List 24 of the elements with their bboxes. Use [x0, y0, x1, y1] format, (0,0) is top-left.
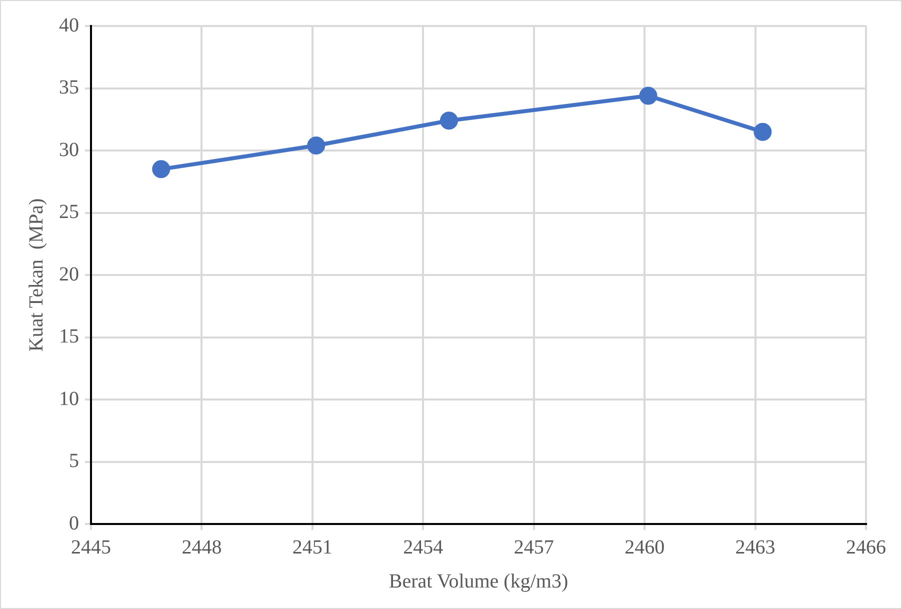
y-tick-label: 35	[59, 76, 79, 98]
x-tick-label: 2460	[624, 536, 665, 558]
y-axis-title: Kuat Tekan (MPa)	[25, 198, 48, 352]
y-tick-label: 10	[59, 388, 79, 410]
x-tick-label: 2451	[292, 536, 332, 558]
y-tick-label: 30	[59, 138, 79, 161]
y-tick-label: 15	[59, 326, 79, 348]
x-axis-title: Berat Volume (kg/m3)	[388, 570, 568, 592]
point	[754, 122, 772, 141]
point	[307, 136, 326, 155]
x-tick-label: 2454	[403, 536, 444, 558]
y-tick-label: 5	[69, 450, 79, 472]
y-tick-label: 20	[59, 263, 79, 286]
point	[152, 160, 170, 178]
point	[440, 112, 458, 130]
y-tick-label: 40	[59, 14, 79, 36]
x-tick-label: 2445	[71, 536, 111, 558]
x-tick-label: 2448	[182, 536, 222, 558]
point	[639, 86, 658, 105]
y-tick-label: 0	[69, 512, 79, 534]
x-tick-label: 2466	[846, 536, 886, 558]
x-tick-label: 2463	[735, 536, 776, 558]
y-tick-label: 25	[59, 201, 79, 223]
x-tick-label: 2457	[514, 536, 554, 558]
